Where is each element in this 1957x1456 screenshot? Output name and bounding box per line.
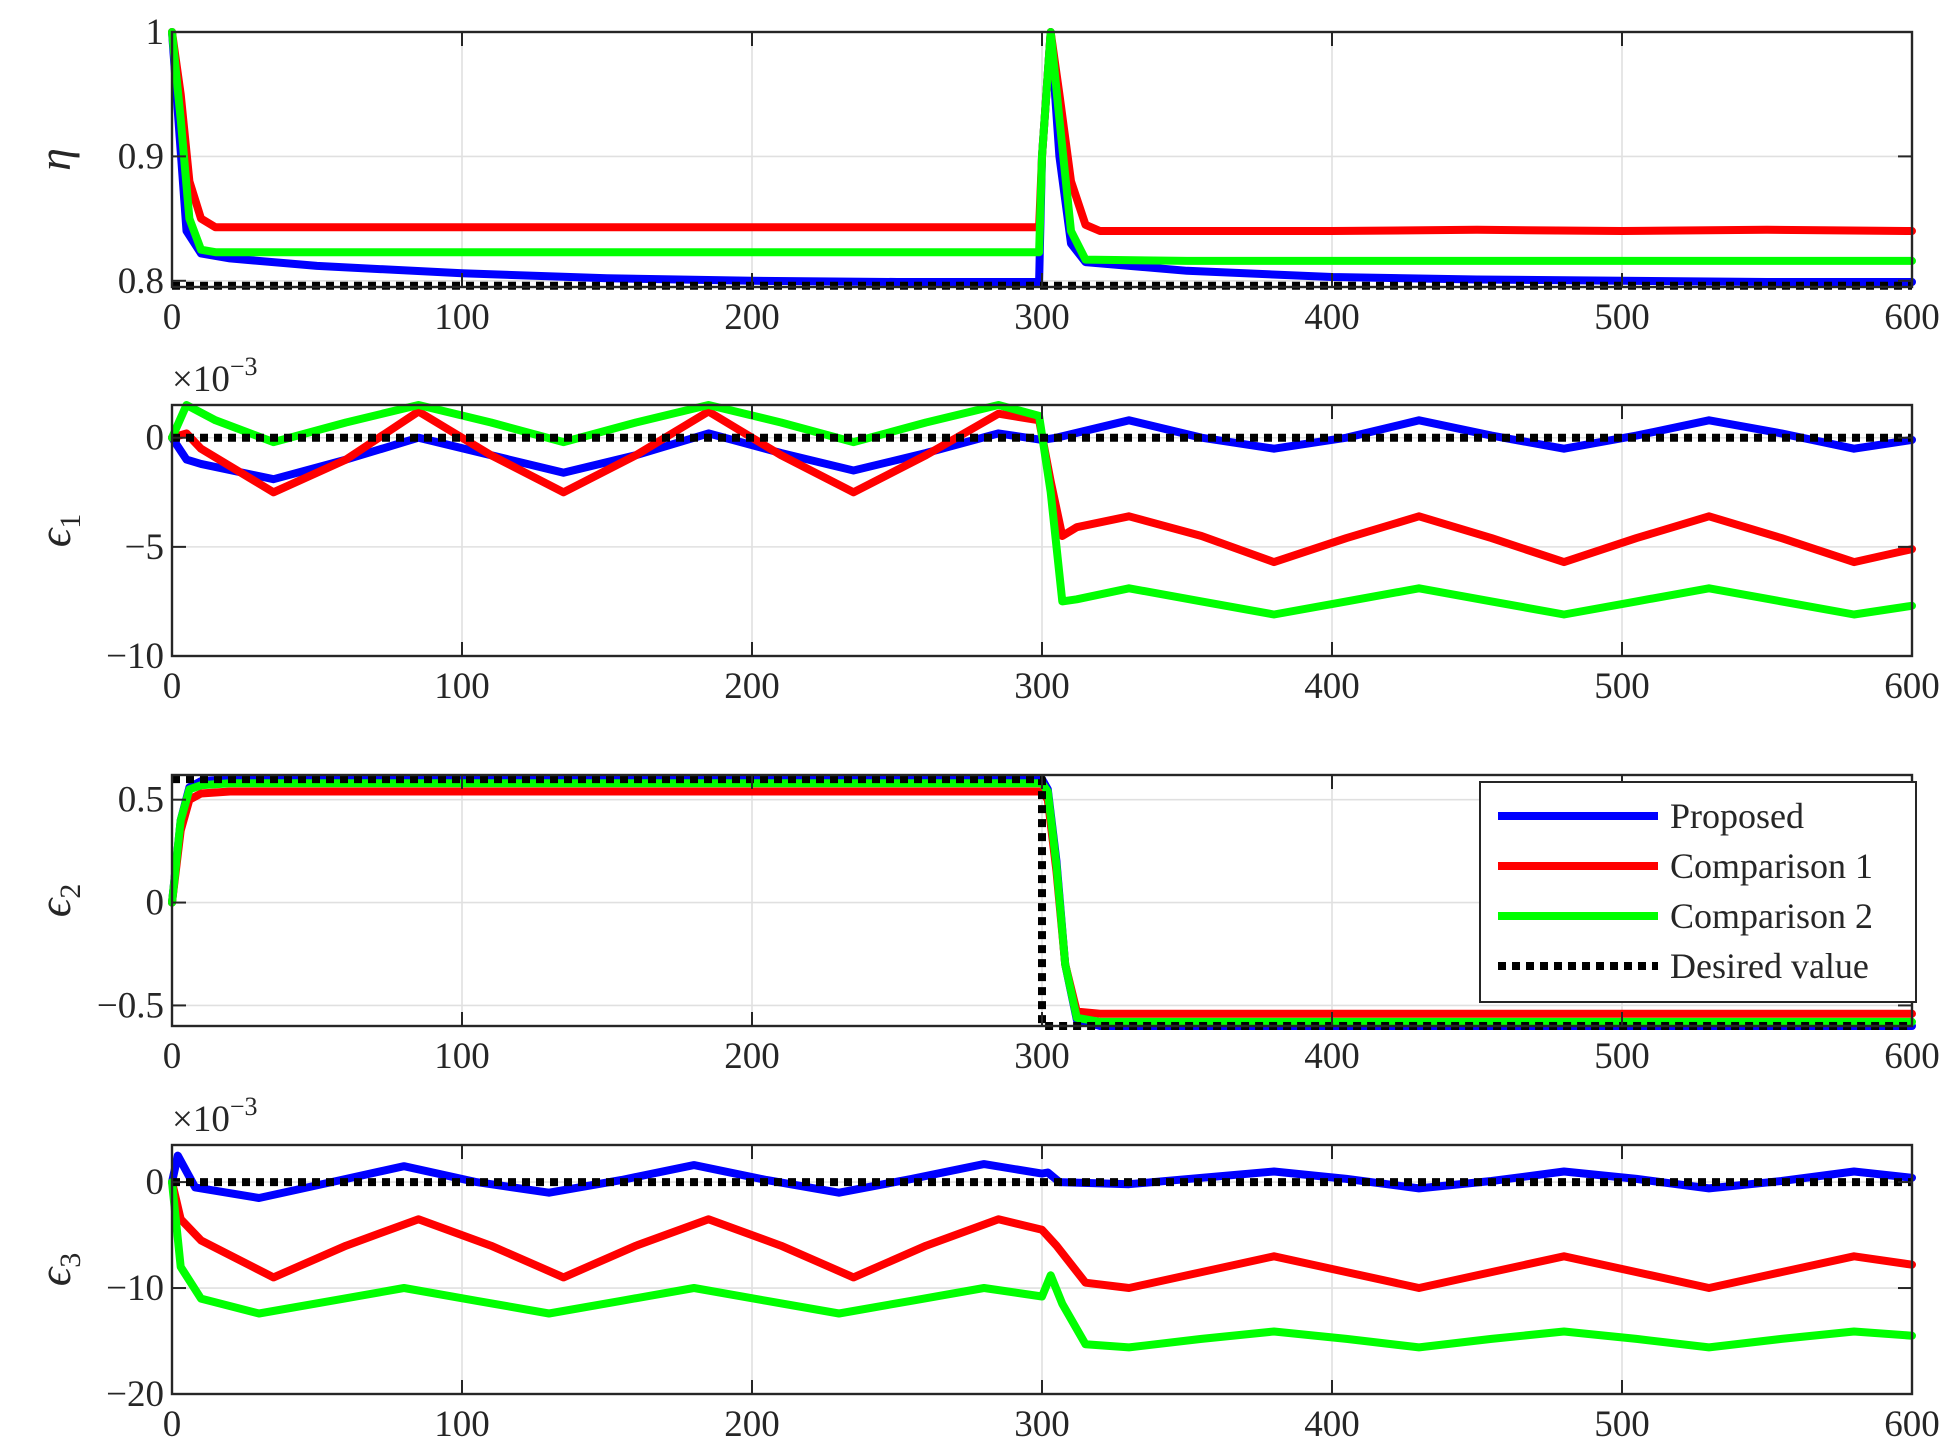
y-tick-label: 1 <box>146 12 165 53</box>
x-tick-label: 100 <box>434 666 490 707</box>
x-tick-label: 300 <box>1014 297 1070 338</box>
x-tick-label: 500 <box>1594 1404 1650 1445</box>
panel-4: 0 100 200 300 400 500 600−20−100×10−3ϵ3 <box>29 1092 1940 1445</box>
legend-label: Proposed <box>1670 796 1804 836</box>
y-tick-label: −20 <box>106 1374 164 1415</box>
y-tick-label: 0 <box>146 883 165 924</box>
x-tick-label: 400 <box>1304 1036 1360 1077</box>
x-tick-label: 200 <box>724 1036 780 1077</box>
x-tick-label: 200 <box>724 1404 780 1445</box>
x-tick-label: 600 <box>1884 1404 1940 1445</box>
y-tick-label: 0 <box>146 418 165 459</box>
x-tick-label: 500 <box>1594 666 1650 707</box>
y-tick-label: 0.8 <box>118 261 164 302</box>
x-tick-label: 0 <box>163 666 182 707</box>
x-tick-label: 0 <box>163 1036 182 1077</box>
panel-2: 0 100 200 300 400 500 600−10−50×10−3ϵ1 <box>29 352 1940 707</box>
x-tick-label: 0 <box>163 297 182 338</box>
x-tick-label: 300 <box>1014 666 1070 707</box>
x-tick-label: 600 <box>1884 666 1940 707</box>
y-tick-label: 0.9 <box>118 136 164 177</box>
series-line-comparison-2 <box>168 401 1916 619</box>
panel-1: 0 100 200 300 400 500 600 0.8 0.9 1 η <box>29 12 1940 338</box>
series-line-proposed <box>168 416 1916 484</box>
x-tick-label: 500 <box>1594 297 1650 338</box>
y-tick-label: 0 <box>146 1162 165 1203</box>
y-axis-label: ϵ1 <box>29 514 87 548</box>
y-axis-label: η <box>29 148 80 171</box>
x-tick-label: 500 <box>1594 1036 1650 1077</box>
x-tick-label: 300 <box>1014 1036 1070 1077</box>
y-tick-label: −5 <box>125 527 164 568</box>
legend: Proposed Comparison 1 Comparison 2 Desired … <box>1479 781 1917 1003</box>
legend-label: Comparison 2 <box>1670 896 1873 936</box>
x-tick-label: 100 <box>434 1404 490 1445</box>
y-tick-label: −10 <box>106 636 164 677</box>
y-tick-label: 0.5 <box>118 780 164 821</box>
series-line-comparison-2 <box>168 28 1916 265</box>
legend-label: Desired value <box>1670 946 1869 986</box>
y-tick-label: −10 <box>106 1268 164 1309</box>
series-line-desired-value <box>172 775 1912 1030</box>
legend-label: Comparison 1 <box>1670 846 1873 886</box>
x-tick-label: 0 <box>163 1404 182 1445</box>
y-tick-label: −0.5 <box>97 985 164 1026</box>
x-tick-label: 600 <box>1884 297 1940 338</box>
x-tick-label: 100 <box>434 297 490 338</box>
x-tick-label: 400 <box>1304 297 1360 338</box>
series-line-comparison-1 <box>168 1178 1916 1292</box>
x-tick-label: 300 <box>1014 1404 1070 1445</box>
x-tick-label: 200 <box>724 666 780 707</box>
scale-factor-label: ×10−3 <box>172 352 258 400</box>
y-axis-label: ϵ3 <box>29 1253 87 1287</box>
x-tick-label: 400 <box>1304 666 1360 707</box>
x-tick-label: 200 <box>724 297 780 338</box>
x-tick-label: 400 <box>1304 1404 1360 1445</box>
series-line-comparison-2 <box>168 779 1916 1026</box>
series-line-comparison-2 <box>168 1178 1916 1352</box>
scale-factor-label: ×10−3 <box>172 1092 258 1140</box>
y-axis-label: ϵ2 <box>29 884 87 918</box>
x-tick-label: 600 <box>1884 1036 1940 1077</box>
x-tick-label: 100 <box>434 1036 490 1077</box>
